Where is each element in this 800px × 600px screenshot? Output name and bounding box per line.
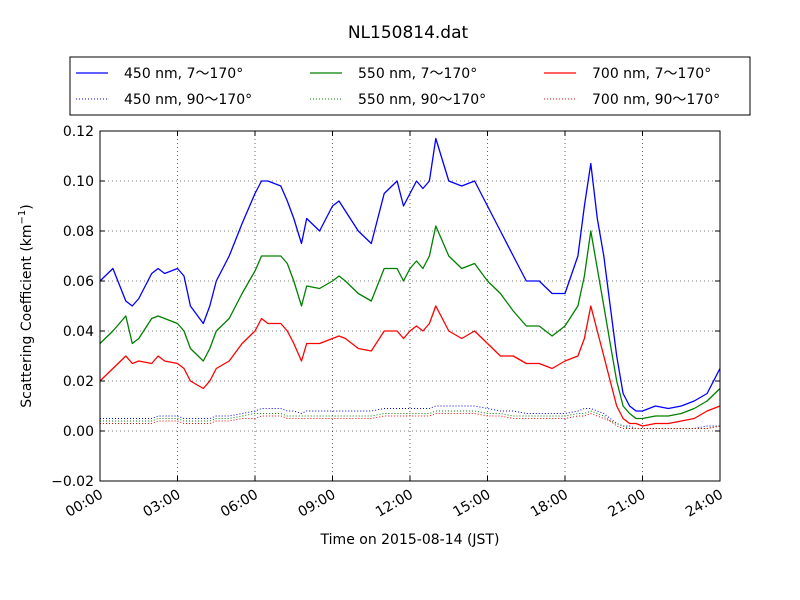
grid-lines xyxy=(100,131,720,481)
legend: 450 nm, 7～170° 450 nm, 90～170° 550 nm, 7～1… xyxy=(70,57,750,115)
y-axis-label-main: Scattering Coefficient (km xyxy=(19,224,35,407)
series-line-2 xyxy=(100,406,720,429)
y-tick-label: 0.02 xyxy=(63,374,94,390)
y-axis-ticks: −0.02 0.00 0.02 0.04 0.06 0.08 0.10 0.12 xyxy=(51,124,720,490)
y-axis-label-close: ) xyxy=(19,204,35,209)
y-tick-label: −0.02 xyxy=(51,474,94,490)
y-tick-label: 0.00 xyxy=(63,424,94,440)
y-tick-label: 0.06 xyxy=(63,274,94,290)
y-tick-label: 0.08 xyxy=(63,224,94,240)
x-tick-label: 00:00 xyxy=(63,487,106,521)
x-axis-ticks: 00:00 03:00 06:00 09:00 12:00 15:00 18:00 21:00… xyxy=(63,131,726,521)
x-tick-label: 06:00 xyxy=(218,487,261,521)
x-tick-label: 24:00 xyxy=(683,487,726,521)
x-tick-label: 21:00 xyxy=(606,487,649,521)
legend-label: 700 nm, 7～170° xyxy=(592,66,711,82)
x-tick-label: 12:00 xyxy=(373,487,416,521)
line-chart: NL150814.dat 00:00 03:00 06:00 09:00 12:00 15… xyxy=(0,0,800,600)
x-tick-label: 15:00 xyxy=(451,487,494,521)
chart-title: NL150814.dat xyxy=(348,23,469,43)
x-tick-label: 18:00 xyxy=(528,487,571,521)
legend-label: 550 nm, 90～170° xyxy=(358,92,486,108)
y-axis-label-superscript: −1 xyxy=(17,210,28,225)
legend-label: 450 nm, 7～170° xyxy=(124,66,243,82)
x-tick-label: 03:00 xyxy=(141,487,184,521)
legend-label: 450 nm, 90～170° xyxy=(124,92,252,108)
y-tick-label: 0.10 xyxy=(63,174,94,190)
x-axis-label: Time on 2015-08-14 (JST) xyxy=(320,532,500,548)
y-tick-label: 0.12 xyxy=(63,124,94,140)
y-axis-label: Scattering Coefficient (km−1) xyxy=(17,204,35,408)
legend-label: 700 nm, 90～170° xyxy=(592,92,720,108)
series-line-3 xyxy=(100,226,720,419)
y-tick-label: 0.04 xyxy=(63,324,94,340)
x-tick-label: 09:00 xyxy=(296,487,339,521)
legend-label: 550 nm, 7～170° xyxy=(358,66,477,82)
